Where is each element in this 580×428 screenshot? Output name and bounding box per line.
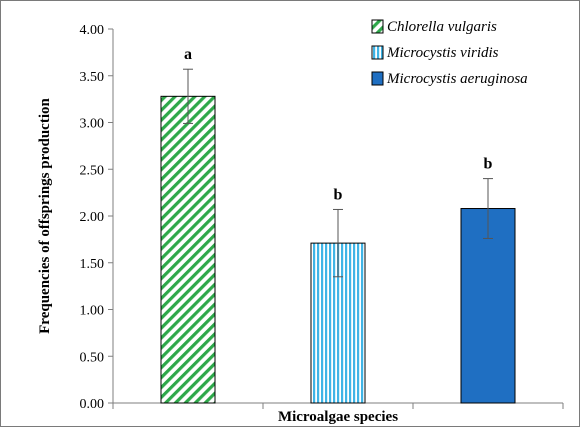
y-tick-label: 1.00 [80,304,105,319]
y-tick-label: 4.00 [80,23,105,38]
y-tick-label: 3.00 [80,117,105,132]
legend: Chlorella vulgaris Microcystis viridis Mic… [371,19,528,87]
y-tick-label: 2.50 [80,163,105,178]
y-axis: 0.00 0.50 1.00 1.50 2.00 2.50 3.00 3.50 4.00 [80,23,114,412]
significance-label-3: b [484,156,493,173]
legend-label-3: Microcystis aeruginosa [386,71,528,87]
legend-label-1: Chlorella vulgaris [387,19,497,35]
y-axis-title: Frequencies of offsprings production [37,97,53,333]
legend-label-2: Microcystis viridis [386,45,499,61]
bar-3 [460,208,516,404]
legend-swatch-2 [371,45,384,60]
significance-label-1: a [184,46,192,63]
significance-label-2: b [334,186,343,203]
y-tick-label: 3.50 [80,70,105,85]
legend-swatch-1 [371,19,384,34]
y-tick-label: 1.50 [80,257,105,272]
x-axis-title: Microalgae species [278,409,398,425]
y-tick-label: 2.00 [80,210,105,225]
bar-1 [160,95,216,404]
y-tick-label: 0.50 [80,350,105,365]
y-tick-label: 0.00 [80,397,105,412]
legend-swatch-3 [371,71,384,86]
